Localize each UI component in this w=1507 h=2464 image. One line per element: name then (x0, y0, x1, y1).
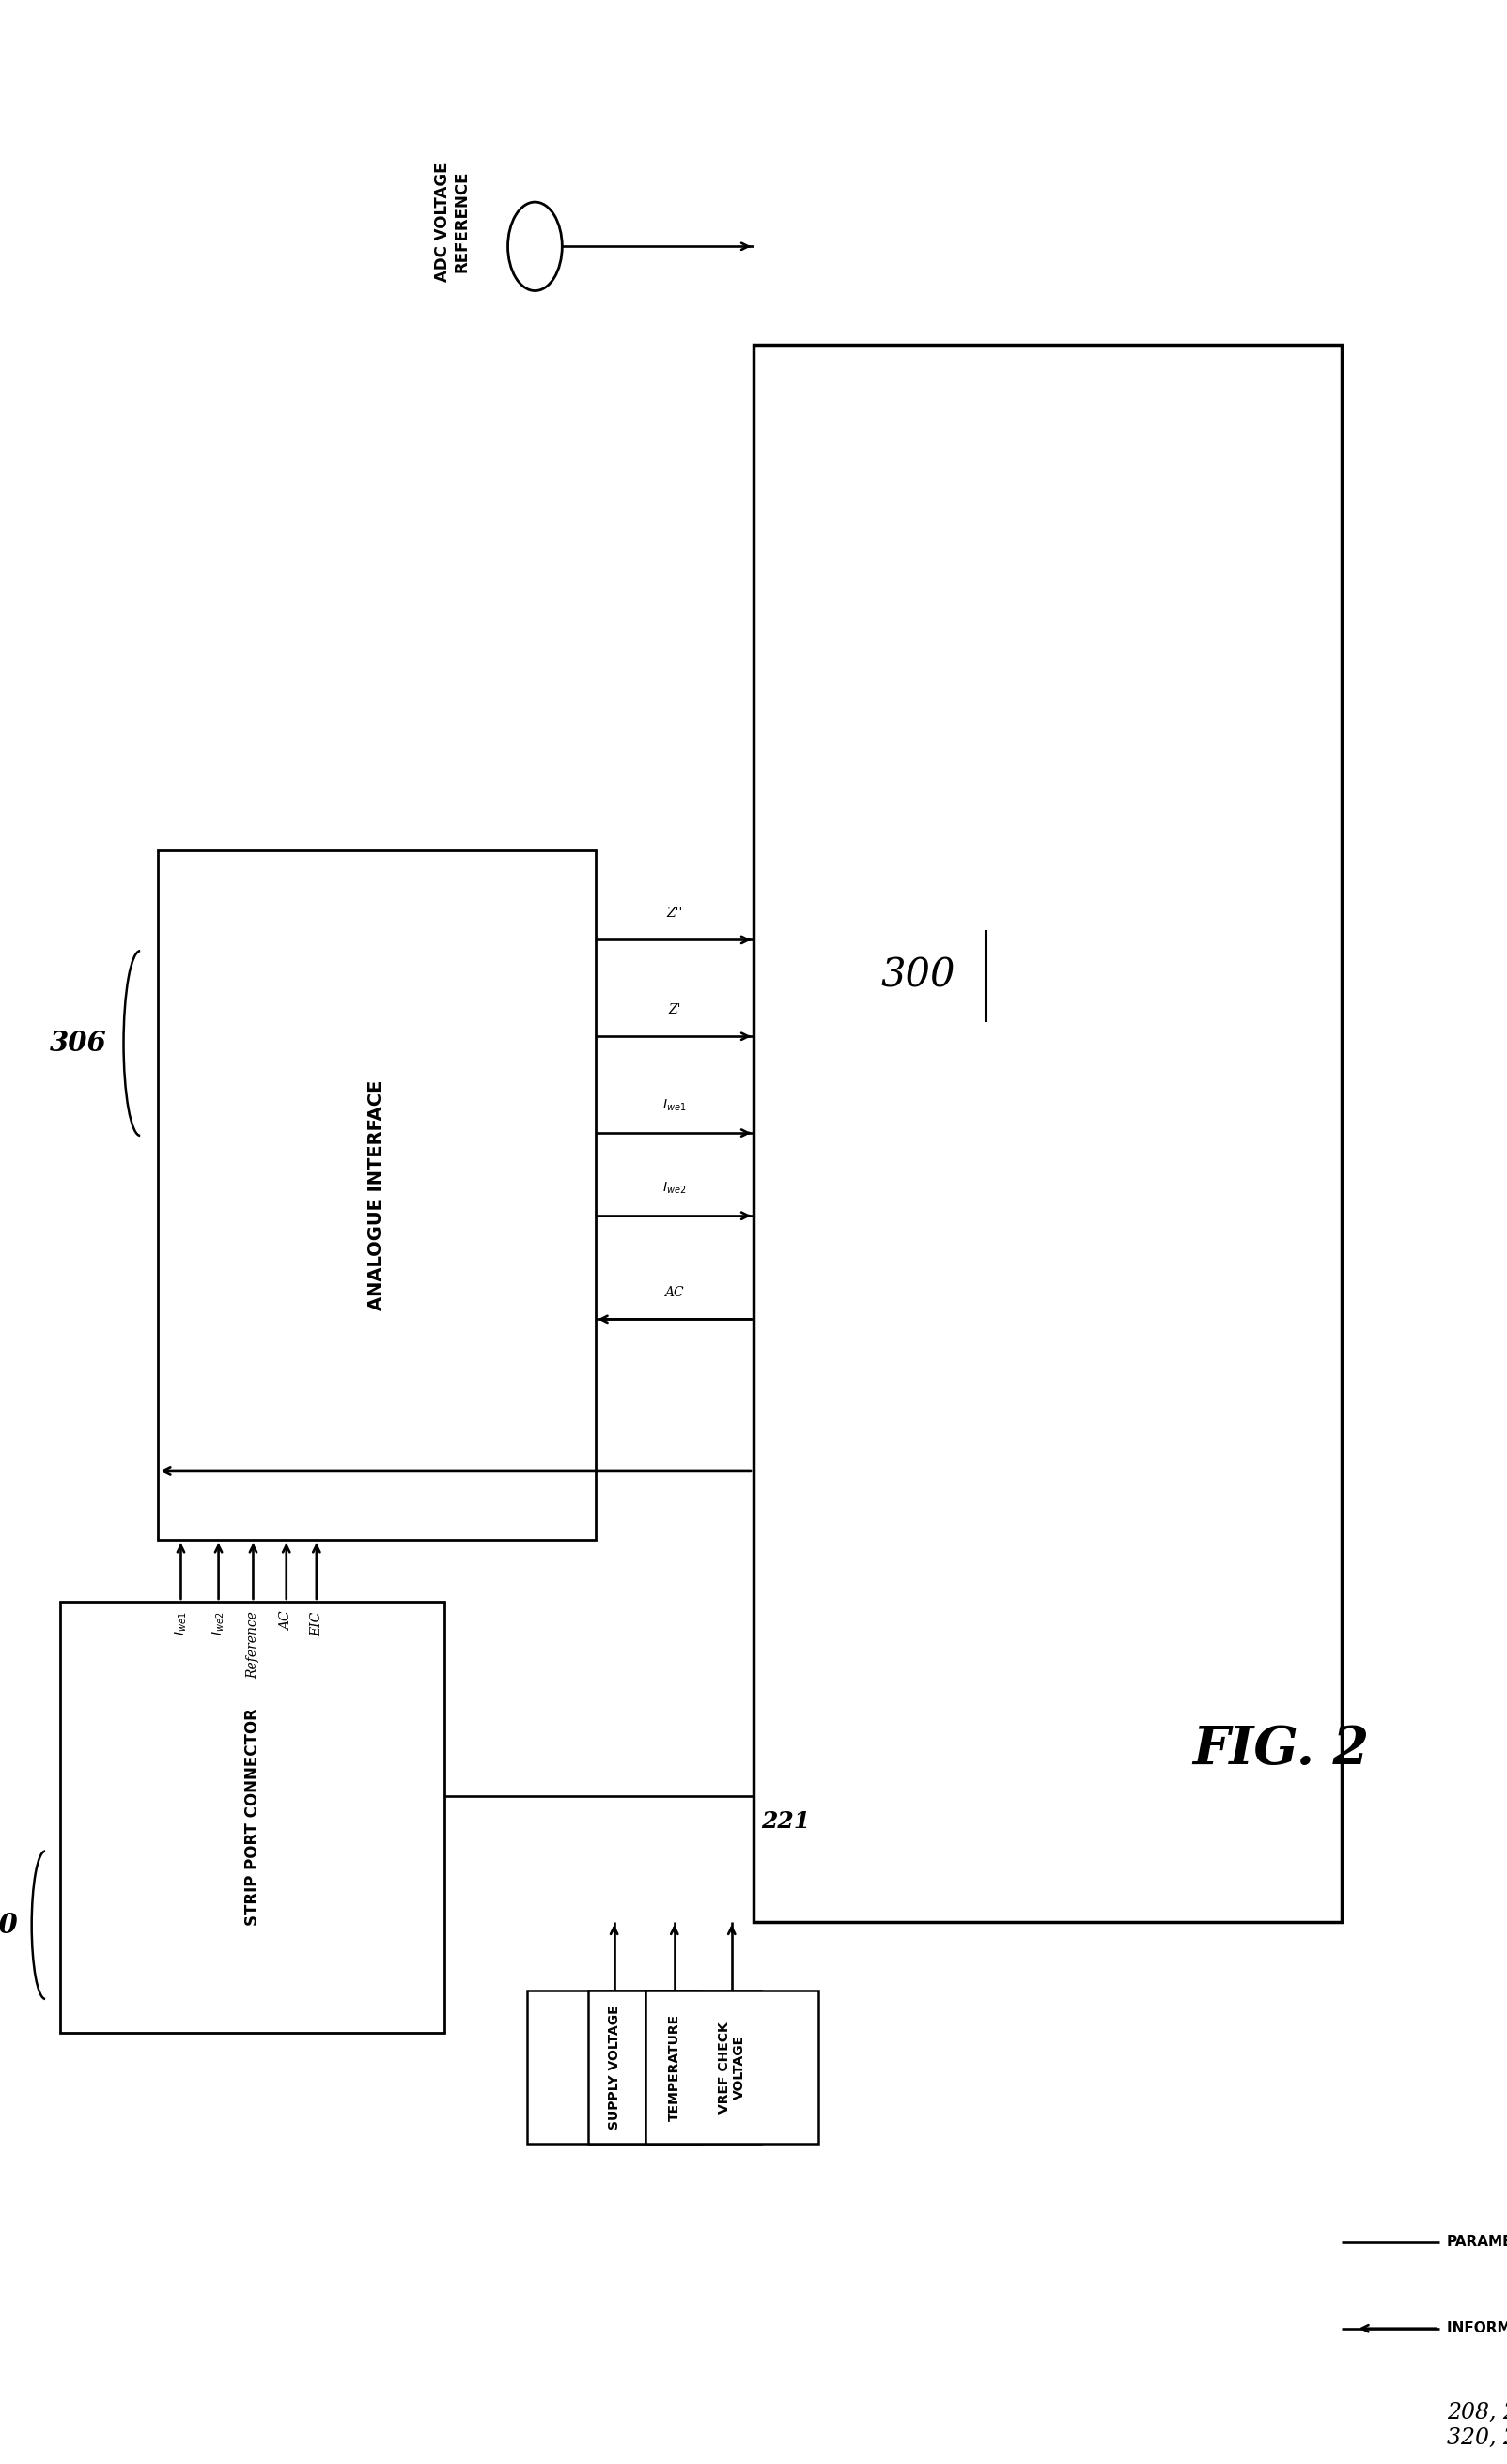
Text: Reference: Reference (247, 1611, 259, 1678)
Text: PARAMETERS: PARAMETERS (1447, 2235, 1507, 2250)
Text: VREF CHECK
VOLTAGE: VREF CHECK VOLTAGE (717, 2020, 746, 2114)
Text: TEMPERATURE: TEMPERATURE (668, 2013, 681, 2122)
Text: $I_{we1}$: $I_{we1}$ (663, 1099, 686, 1114)
Text: ADC VOLTAGE
REFERENCE: ADC VOLTAGE REFERENCE (434, 163, 470, 281)
Bar (527, 1991, 701, 2144)
Text: 220: 220 (0, 1912, 18, 1939)
Bar (645, 1991, 818, 2144)
Text: 208, 210, 212,
320, 204: 208, 210, 212, 320, 204 (1447, 2402, 1507, 2449)
Text: $I_{we2}$: $I_{we2}$ (663, 1180, 686, 1195)
Text: ANALOGUE INTERFACE: ANALOGUE INTERFACE (368, 1079, 386, 1311)
Text: AC: AC (665, 1286, 684, 1299)
Text: INFORMATION OUTPUT: INFORMATION OUTPUT (1447, 2321, 1507, 2336)
Text: 306: 306 (50, 1030, 107, 1057)
Text: Z'': Z'' (666, 907, 683, 919)
Text: 221: 221 (761, 1811, 809, 1833)
Text: FIG. 2: FIG. 2 (1192, 1725, 1370, 1774)
Text: SUPPLY VOLTAGE: SUPPLY VOLTAGE (607, 2006, 621, 2129)
Text: $I_{we1}$: $I_{we1}$ (173, 1611, 188, 1636)
Text: Z': Z' (668, 1003, 681, 1018)
Text: STRIP PORT CONNECTOR: STRIP PORT CONNECTOR (244, 1708, 261, 1927)
Text: 300: 300 (880, 956, 955, 995)
Bar (158, 850, 595, 1540)
Text: AC: AC (280, 1611, 292, 1631)
Bar (588, 1991, 761, 2144)
Text: $I_{we2}$: $I_{we2}$ (211, 1611, 226, 1636)
Bar (60, 1602, 445, 2033)
Bar (754, 345, 1341, 1922)
Text: EIC: EIC (310, 1611, 322, 1636)
